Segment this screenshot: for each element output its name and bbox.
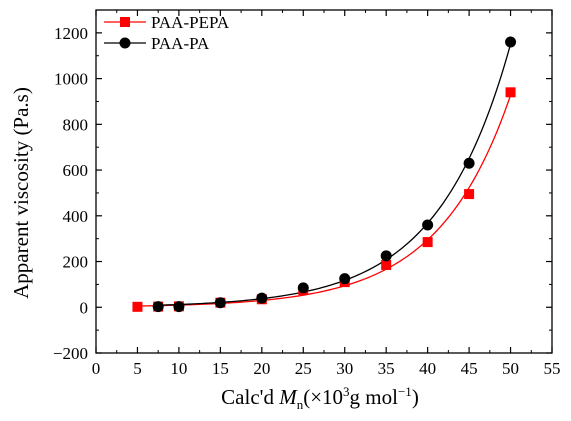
y-tick-label: 200 [63,253,89,272]
x-tick-label: 20 [253,359,270,378]
data-point-series-1 [256,292,268,304]
data-point-series-0 [464,189,475,200]
x-tick-label: 55 [544,359,561,378]
x-tick-label: 45 [461,359,478,378]
y-tick-label: 1000 [54,70,88,89]
curves-layer [137,43,512,307]
x-tick-label: 35 [378,359,395,378]
legend-marker-1 [119,37,131,49]
y-tick-label: 0 [80,298,89,317]
x-tick-label: 25 [295,359,312,378]
x-tick-label: 50 [502,359,519,378]
legend: PAA-PEPA PAA-PA [104,13,230,53]
y-tick-label: 400 [63,207,89,226]
data-point-series-1 [463,157,475,169]
data-point-series-1 [173,301,185,313]
data-point-series-1 [339,273,351,285]
x-tick-label: 5 [133,359,142,378]
legend-marker-0 [120,17,130,27]
x-axis-title: Calc'd Mn(×103g mol−1) [221,384,419,412]
x-tick-label: 40 [419,359,436,378]
x-tick-label: 30 [336,359,353,378]
data-point-series-1 [380,250,392,262]
x-tick-label: 15 [212,359,229,378]
data-point-series-1 [214,297,226,309]
y-tick-label: 800 [63,115,89,134]
data-point-series-0 [505,87,516,98]
data-point-series-0 [422,237,433,248]
plot-frame [95,9,553,354]
y-tick-label: −200 [53,344,88,363]
points-layer [132,36,517,313]
fit-curve-series-1 [158,43,512,306]
axes-layer: 0 5 10 15 20 25 30 35 40 45 50 55−20002004006008001… [53,9,561,378]
data-point-series-1 [505,36,517,48]
data-point-series-1 [152,301,164,313]
data-point-series-1 [297,282,309,294]
x-tick-label: 0 [92,359,101,378]
y-tick-label: 1200 [54,24,88,43]
y-tick-label: 600 [63,161,89,180]
x-tick-label: 10 [170,359,187,378]
data-point-series-0 [132,301,143,312]
y-axis-title: Apparent viscosity (Pa.s) [9,87,33,299]
data-point-series-1 [422,219,434,231]
data-point-series-0 [381,259,392,270]
fit-curve-series-0 [137,95,512,307]
legend-label-0: PAA-PEPA [151,13,230,32]
legend-label-1: PAA-PA [151,34,210,53]
